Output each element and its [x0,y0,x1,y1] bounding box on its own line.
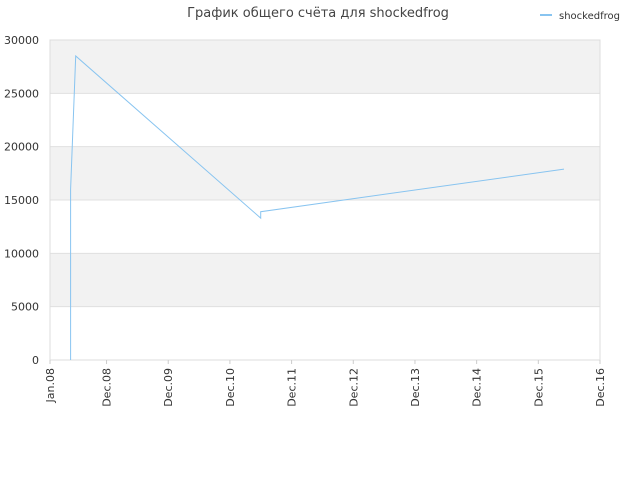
grid-band [50,253,600,307]
y-tick-label: 10000 [4,247,39,260]
x-tick-label: Dec.11 [286,368,299,407]
x-tick-label: Dec.14 [471,368,484,407]
x-tick-label: Jan.08 [44,368,57,403]
y-tick-label: 20000 [4,141,39,154]
y-tick-label: 5000 [11,301,39,314]
grid-band [50,40,600,94]
x-tick-label: Dec.10 [224,368,237,407]
y-tick-label: 25000 [4,87,39,100]
y-tick-label: 15000 [4,194,39,207]
x-tick-label: Dec.16 [594,368,607,407]
series-line [70,54,565,360]
legend-label: shockedfrog [559,11,620,22]
grid-band [50,146,600,200]
x-tick-label: Dec.15 [532,368,545,407]
y-tick-label: 0 [32,354,39,367]
x-tick-label: Dec.12 [347,368,360,407]
x-tick-label: Dec.09 [162,368,175,407]
plot-frame [49,39,601,361]
y-tick-label: 30000 [4,34,39,47]
x-tick-label: Dec.08 [101,368,114,407]
x-tick-label: Dec.13 [409,368,422,407]
chart-title: График общего счёта для shockedfrog [187,6,449,21]
